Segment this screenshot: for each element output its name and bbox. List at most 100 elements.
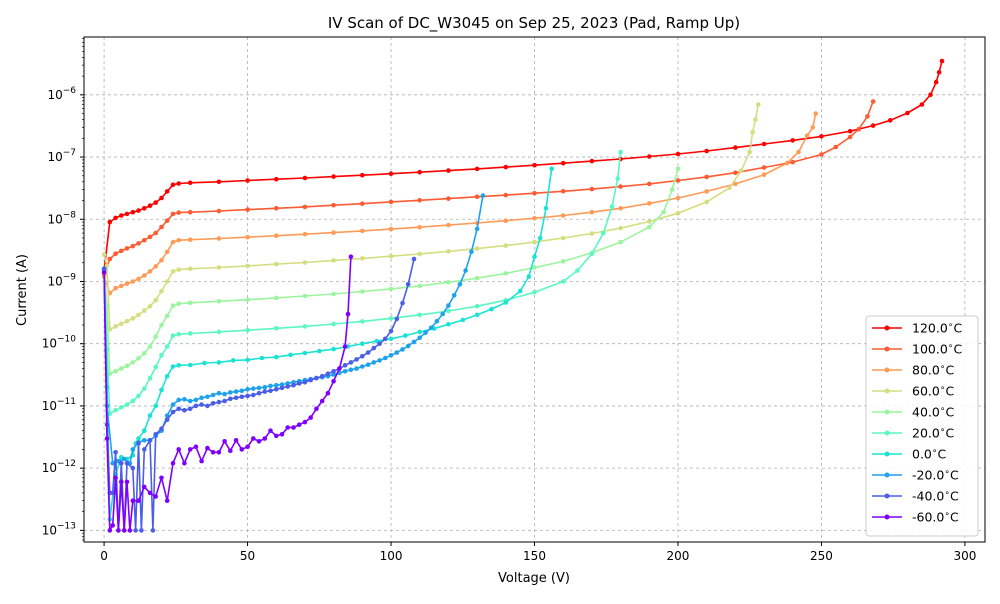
data-point: [302, 419, 308, 425]
data-point: [314, 375, 319, 381]
data-point: [331, 321, 336, 327]
data-point: [124, 479, 130, 485]
data-point: [784, 160, 790, 166]
data-point: [360, 256, 365, 261]
data-point: [279, 432, 285, 437]
data-point: [296, 422, 302, 428]
data-point: [119, 366, 124, 371]
data-point: [317, 348, 322, 354]
data-point: [210, 450, 216, 455]
data-point: [210, 401, 216, 406]
data-point: [142, 428, 147, 434]
data-point: [153, 364, 158, 370]
y-tick-base: 10: [42, 523, 57, 537]
data-point: [182, 397, 187, 402]
data-point: [618, 149, 623, 155]
data-point: [164, 498, 170, 504]
data-point: [170, 239, 176, 245]
data-point: [423, 330, 428, 336]
data-point: [342, 344, 348, 349]
data-point: [291, 382, 296, 388]
data-point: [371, 345, 377, 351]
data-point: [503, 218, 509, 223]
data-point: [176, 331, 181, 337]
data-point: [532, 290, 537, 295]
data-point: [394, 350, 400, 355]
data-point: [121, 456, 127, 462]
y-tick-label: 10−10: [42, 335, 77, 351]
data-point: [159, 224, 164, 230]
x-tick-label: 100: [380, 549, 403, 563]
data-point: [222, 391, 227, 397]
data-point: [164, 279, 170, 284]
data-point: [124, 211, 130, 217]
data-point: [139, 528, 144, 533]
data-point: [440, 311, 446, 317]
data-point: [537, 235, 543, 241]
data-point: [245, 357, 250, 363]
axis-ticks: 0 50 100 150 200 250 30010−1310−1210−1110−1010…: [42, 38, 976, 563]
data-point: [170, 364, 176, 369]
data-point: [216, 399, 222, 405]
data-point: [675, 195, 681, 201]
data-point: [268, 383, 273, 389]
series--40.0: [101, 256, 417, 533]
data-point: [417, 283, 423, 289]
data-point: [119, 479, 124, 485]
data-point: [182, 460, 187, 466]
data-point: [205, 394, 210, 400]
data-point: [110, 460, 115, 466]
data-point: [159, 387, 164, 393]
data-point: [446, 322, 451, 327]
data-point: [348, 367, 354, 373]
data-point: [400, 300, 405, 306]
data-point: [446, 308, 451, 314]
legend-entry-unit: C: [950, 468, 959, 483]
data-point: [239, 388, 245, 394]
data-point: [245, 297, 250, 303]
data-point: [532, 265, 537, 270]
data-point: [704, 174, 709, 180]
data-point: [308, 377, 314, 383]
data-point: [417, 312, 423, 318]
data-point: [747, 149, 752, 155]
data-point: [360, 364, 365, 369]
data-point: [107, 256, 113, 262]
data-point: [847, 128, 853, 134]
series-80.0: [101, 111, 818, 296]
data-point: [331, 258, 336, 263]
data-point: [142, 386, 147, 391]
data-point: [647, 201, 652, 206]
data-point: [274, 261, 279, 267]
data-point: [434, 318, 440, 324]
data-point: [274, 206, 279, 211]
legend-entry-label: 40.0∘C: [912, 405, 954, 420]
data-point: [302, 231, 308, 237]
data-point: [302, 350, 308, 356]
legend-entry-unit: C: [938, 447, 947, 462]
data-point: [360, 228, 365, 234]
data-point: [503, 164, 509, 170]
data-point: [170, 409, 176, 415]
data-point: [113, 215, 118, 221]
data-point: [216, 179, 222, 185]
data-point: [124, 318, 130, 324]
data-point: [187, 180, 193, 186]
data-point: [274, 354, 279, 360]
data-point: [130, 243, 136, 249]
data-point: [101, 252, 107, 257]
y-tick-exponent: −8: [63, 210, 77, 220]
data-point: [733, 170, 738, 175]
data-point: [216, 236, 222, 241]
y-tick-base: 10: [47, 212, 62, 226]
x-tick-label: 150: [523, 549, 546, 563]
legend-swatch-marker: [884, 367, 890, 373]
data-point: [176, 210, 181, 215]
data-point: [474, 226, 480, 232]
data-point: [750, 130, 755, 135]
data-point: [147, 413, 153, 418]
data-point: [107, 528, 113, 533]
data-point: [228, 396, 233, 402]
legend-swatch-marker: [884, 325, 890, 331]
